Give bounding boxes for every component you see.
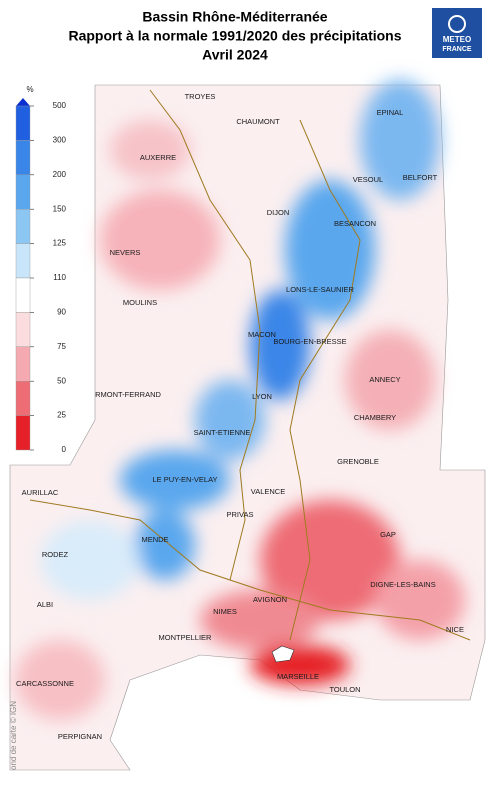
legend-label: 150 bbox=[53, 204, 67, 213]
city-label: LYON bbox=[252, 392, 272, 401]
city-label: DIGNE-LES-BAINS bbox=[370, 580, 435, 589]
title-line: Bassin Rhône-Méditerranée bbox=[142, 9, 327, 25]
legend-label: 500 bbox=[53, 101, 67, 110]
legend-band bbox=[15, 381, 31, 416]
city-label: AURILLAC bbox=[22, 488, 59, 497]
legend-band bbox=[15, 208, 31, 244]
city-label: TROYES bbox=[185, 92, 216, 101]
legend-unit: % bbox=[26, 85, 33, 94]
legend-band bbox=[15, 174, 31, 210]
city-label: PRIVAS bbox=[227, 510, 254, 519]
city-label: MARSEILLE bbox=[277, 672, 319, 681]
city-label: CARCASSONNE bbox=[16, 679, 74, 688]
city-label: LONS-LE-SAUNIER bbox=[286, 285, 355, 294]
city-label: LE PUY-EN-VELAY bbox=[152, 475, 217, 484]
legend-band bbox=[15, 277, 31, 313]
city-label: ALBI bbox=[37, 600, 53, 609]
city-label: RODEZ bbox=[42, 550, 69, 559]
legend-label: 110 bbox=[53, 273, 66, 282]
city-label: CHAMBERY bbox=[354, 413, 396, 422]
city-label: GRENOBLE bbox=[337, 457, 379, 466]
legend-band bbox=[15, 243, 31, 279]
city-label: NEVERS bbox=[110, 248, 141, 257]
title-line: Rapport à la normale 1991/2020 des préci… bbox=[68, 28, 401, 44]
legend-band bbox=[15, 312, 31, 347]
city-label: NIMES bbox=[213, 607, 237, 616]
legend-label: 50 bbox=[57, 376, 66, 385]
city-label: AVIGNON bbox=[253, 595, 287, 604]
city-label: DIJON bbox=[267, 208, 290, 217]
city-label: PERPIGNAN bbox=[58, 732, 102, 741]
city-labels: TROYES CHAUMONT EPINAL AUXERRE VESOUL BELFORT… bbox=[16, 92, 464, 741]
city-label: VESOUL bbox=[353, 175, 383, 184]
city-label: AUXERRE bbox=[140, 153, 176, 162]
legend-arrow bbox=[16, 98, 30, 106]
legend-label: 125 bbox=[53, 239, 67, 248]
city-label: MACON bbox=[248, 330, 276, 339]
city-label: BELFORT bbox=[403, 173, 438, 182]
city-label: VALENCE bbox=[251, 487, 285, 496]
precip-field bbox=[15, 80, 465, 720]
legend-band bbox=[15, 415, 31, 451]
legend-label: 25 bbox=[57, 411, 66, 420]
city-label: TOULON bbox=[329, 685, 360, 694]
legend: % 500 300 200 150 125 110 90 75 50 25 0 bbox=[15, 85, 67, 454]
logo-icon bbox=[448, 15, 466, 33]
city-label: CHAUMONT bbox=[236, 117, 280, 126]
city-label: MENDE bbox=[141, 535, 168, 544]
legend-band bbox=[15, 105, 31, 141]
city-label: ANNECY bbox=[369, 375, 400, 384]
city-label: BOURG-EN-BRESSE bbox=[273, 337, 346, 346]
legend-label: 75 bbox=[57, 342, 66, 351]
city-label: BESANCON bbox=[334, 219, 376, 228]
credit: ond de carte © IGN bbox=[9, 701, 18, 770]
logo-text: METEO bbox=[443, 35, 471, 44]
city-label: EPINAL bbox=[377, 108, 404, 117]
city-label: RMONT-FERRAND bbox=[95, 390, 161, 399]
logo-text: FRANCE bbox=[442, 46, 471, 53]
legend-band bbox=[15, 346, 31, 382]
legend-label: 300 bbox=[53, 136, 67, 145]
legend-label: 0 bbox=[62, 445, 67, 454]
city-label: GAP bbox=[380, 530, 396, 539]
legend-label: 200 bbox=[53, 170, 67, 179]
map bbox=[9, 80, 486, 771]
legend-band bbox=[15, 140, 31, 175]
city-label: NICE bbox=[446, 625, 464, 634]
city-label: MOULINS bbox=[123, 298, 157, 307]
city-label: SAINT-ETIENNE bbox=[194, 428, 251, 437]
title-line: Avril 2024 bbox=[202, 47, 268, 63]
city-label: MONTPELLIER bbox=[159, 633, 213, 642]
legend-label: 90 bbox=[57, 308, 66, 317]
